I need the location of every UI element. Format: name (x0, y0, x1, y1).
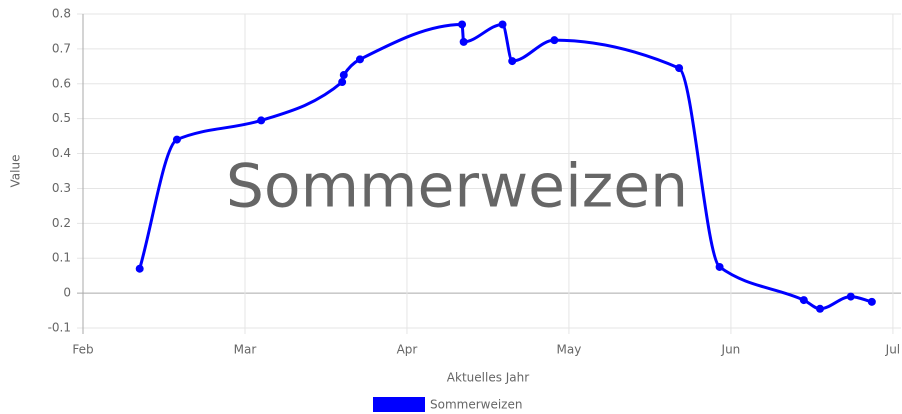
x-axis-label: Aktuelles Jahr (447, 371, 529, 385)
point (550, 36, 559, 45)
point (339, 71, 348, 80)
point (458, 20, 467, 29)
y-tick-label: 0.5 (52, 111, 71, 125)
point (715, 262, 724, 271)
x-tick-label: Feb (72, 343, 93, 357)
chart-title: Sommerweizen (226, 152, 688, 222)
point (816, 304, 825, 313)
y-tick-label: -0.1 (48, 321, 71, 335)
point (867, 297, 876, 306)
y-axis-label: Value (9, 155, 23, 188)
point (135, 264, 144, 273)
point (459, 37, 468, 46)
y-tick-label: 0 (63, 286, 71, 300)
y-tick-label: 0.2 (52, 216, 71, 230)
x-tick-label: Mar (234, 343, 257, 357)
y-tick-label: 0.7 (52, 41, 71, 55)
point (508, 57, 517, 66)
point (172, 135, 181, 144)
x-tick-label: Jun (721, 343, 741, 357)
point (338, 78, 347, 87)
legend-swatch (373, 397, 425, 412)
point (498, 20, 507, 29)
y-tick-label: 0.6 (52, 76, 71, 90)
point (846, 292, 855, 301)
point (257, 116, 266, 125)
x-tick-label: Jul (885, 343, 900, 357)
y-tick-label: 0.3 (52, 181, 71, 195)
y-tick-label: 0.1 (52, 251, 71, 265)
y-tick-label: 0.8 (52, 7, 71, 21)
x-tick-label: Apr (397, 343, 418, 357)
legend-label: Sommerweizen (430, 398, 522, 412)
point (799, 296, 808, 305)
y-tick-label: 0.4 (52, 146, 71, 160)
point (675, 64, 684, 73)
point (355, 55, 364, 64)
x-tick-label: May (557, 343, 582, 357)
